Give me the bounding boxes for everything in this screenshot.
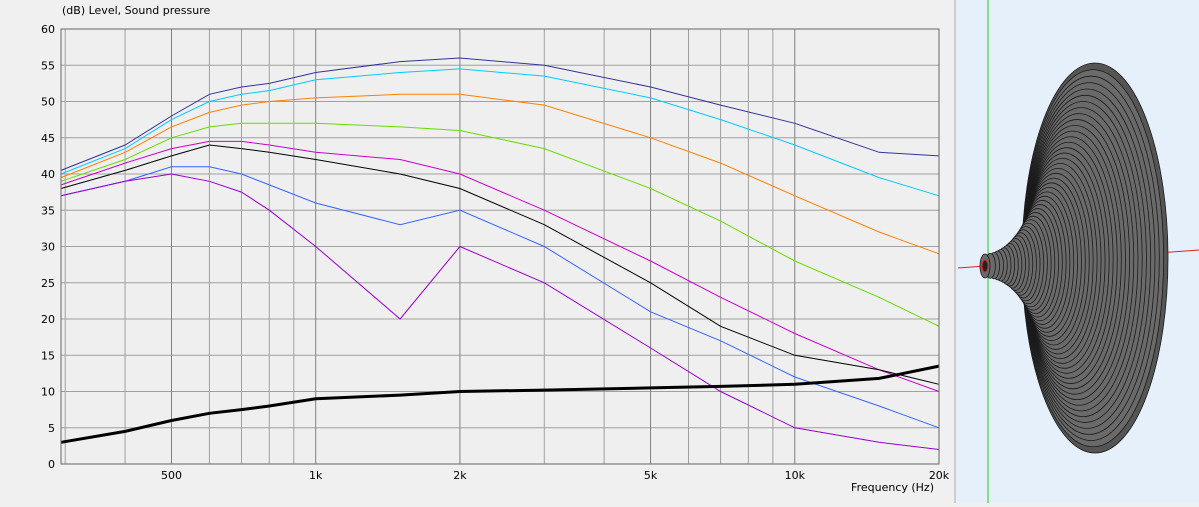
y-tick-label: 5 bbox=[48, 422, 55, 435]
x-axis-label: Frequency (Hz) bbox=[851, 481, 934, 494]
series-line bbox=[60, 144, 940, 385]
y-tick-label: 55 bbox=[41, 59, 55, 72]
y-tick-label: 45 bbox=[41, 132, 55, 145]
y-tick-label: 40 bbox=[41, 168, 55, 181]
x-tick-label: 1k bbox=[309, 469, 323, 482]
series-line bbox=[60, 122, 940, 327]
series-line bbox=[60, 57, 940, 171]
x-tick-label: 2k bbox=[453, 469, 467, 482]
y-tick-label: 20 bbox=[41, 313, 55, 326]
x-tick-label: 5k bbox=[644, 469, 658, 482]
horn-model bbox=[979, 62, 1169, 454]
y-tick-label: 50 bbox=[41, 96, 55, 109]
y-tick-label: 30 bbox=[41, 241, 55, 254]
y-tick-label: 0 bbox=[48, 458, 55, 471]
chart-title: (dB) Level, Sound pressure bbox=[62, 4, 211, 17]
y-tick-label: 60 bbox=[41, 23, 55, 36]
series-line bbox=[60, 173, 940, 450]
series-line bbox=[60, 364, 940, 444]
plot-frame bbox=[60, 28, 940, 465]
y-tick-label: 15 bbox=[41, 349, 55, 362]
y-tick-label: 35 bbox=[41, 204, 55, 217]
series-line bbox=[60, 68, 940, 197]
x-tick-label: 20k bbox=[929, 469, 950, 482]
y-tick-label: 25 bbox=[41, 277, 55, 290]
x-tick-label: 10k bbox=[785, 469, 806, 482]
x-tick-label: 500 bbox=[161, 469, 182, 482]
series-line bbox=[60, 93, 940, 255]
y-tick-label: 10 bbox=[41, 386, 55, 399]
series-line bbox=[60, 140, 940, 392]
horn-throat bbox=[981, 259, 989, 273]
series-line bbox=[60, 166, 940, 429]
